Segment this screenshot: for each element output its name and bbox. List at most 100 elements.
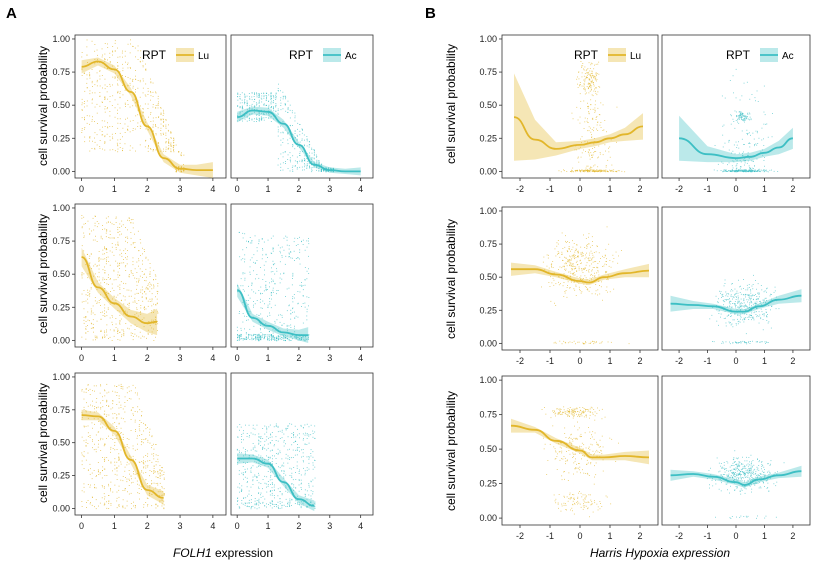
data-point [116,418,118,420]
data-point [128,493,130,495]
data-point [610,139,612,141]
data-point [258,340,260,342]
data-point [292,308,293,310]
data-point [239,102,241,104]
data-point [741,116,742,118]
data-point [550,300,552,302]
data-point [267,447,269,449]
data-point [156,302,158,304]
data-point [249,339,251,340]
data-point [584,141,586,142]
data-point [160,119,162,121]
data-point [593,267,595,268]
data-point [586,252,587,254]
data-point [743,144,745,145]
data-point [764,114,766,116]
data-point [308,458,310,460]
data-point [152,96,154,97]
data-point [757,143,759,144]
data-point [114,116,116,118]
data-point [586,86,588,87]
data-point [151,480,152,482]
data-point [571,280,572,281]
data-point [299,153,301,154]
data-point [304,472,306,474]
data-point [99,85,101,87]
data-point [130,332,132,334]
data-point [149,273,151,275]
data-point [588,130,590,132]
data-point [748,118,750,120]
data-point [98,440,99,441]
data-point [145,502,147,503]
data-point [151,327,153,329]
data-point [85,328,87,330]
data-point [117,331,119,333]
data-point [155,461,157,462]
data-point [568,247,570,249]
data-point [283,334,284,336]
data-point [138,260,140,262]
data-point [141,271,143,272]
data-point [279,282,281,284]
data-point [754,171,755,172]
data-point [251,99,253,101]
data-point [748,170,750,172]
data-point [280,139,282,141]
legend-title: RPT [726,48,751,62]
data-point [590,81,592,83]
data-point [291,499,293,501]
data-point [262,300,264,302]
data-point [124,102,126,104]
data-point [269,442,271,443]
data-point [118,465,120,467]
data-point [258,240,260,242]
data-point [572,268,573,270]
x-tick-label: 0 [79,353,84,363]
data-point [308,505,310,507]
y-tick-label: 0.75 [479,67,497,77]
x-tick-label: 1 [112,521,117,531]
data-point [138,292,139,294]
data-point [597,171,598,173]
data-point [83,455,85,457]
data-point [110,291,111,292]
data-point [273,489,275,491]
data-point [594,109,596,111]
data-point [106,222,108,224]
x-tick-label: 2 [145,353,150,363]
data-point [274,475,275,477]
data-point [116,449,118,450]
data-point [280,102,282,104]
data-point [261,293,263,294]
data-point [583,75,585,77]
data-point [145,308,147,310]
data-point [577,157,579,159]
data-point [123,335,125,337]
data-point [122,505,124,507]
data-point [580,278,582,280]
data-point [112,423,114,425]
data-point [268,94,270,96]
data-point [153,471,155,473]
data-point [286,335,288,337]
data-point [586,72,588,74]
data-point [86,502,87,503]
data-point [170,137,172,139]
data-point [94,443,95,445]
data-point [86,122,88,124]
data-point [98,257,100,259]
data-point [254,303,256,305]
data-point [268,115,270,117]
data-point [160,130,162,131]
data-point [567,259,569,260]
data-point [147,94,149,95]
data-point [314,508,316,509]
data-point [165,142,167,144]
data-point [290,336,292,338]
data-point [246,240,247,242]
data-point [81,506,83,507]
x-tick-label: 0 [733,184,738,194]
data-point [119,274,121,276]
data-point [302,244,304,245]
